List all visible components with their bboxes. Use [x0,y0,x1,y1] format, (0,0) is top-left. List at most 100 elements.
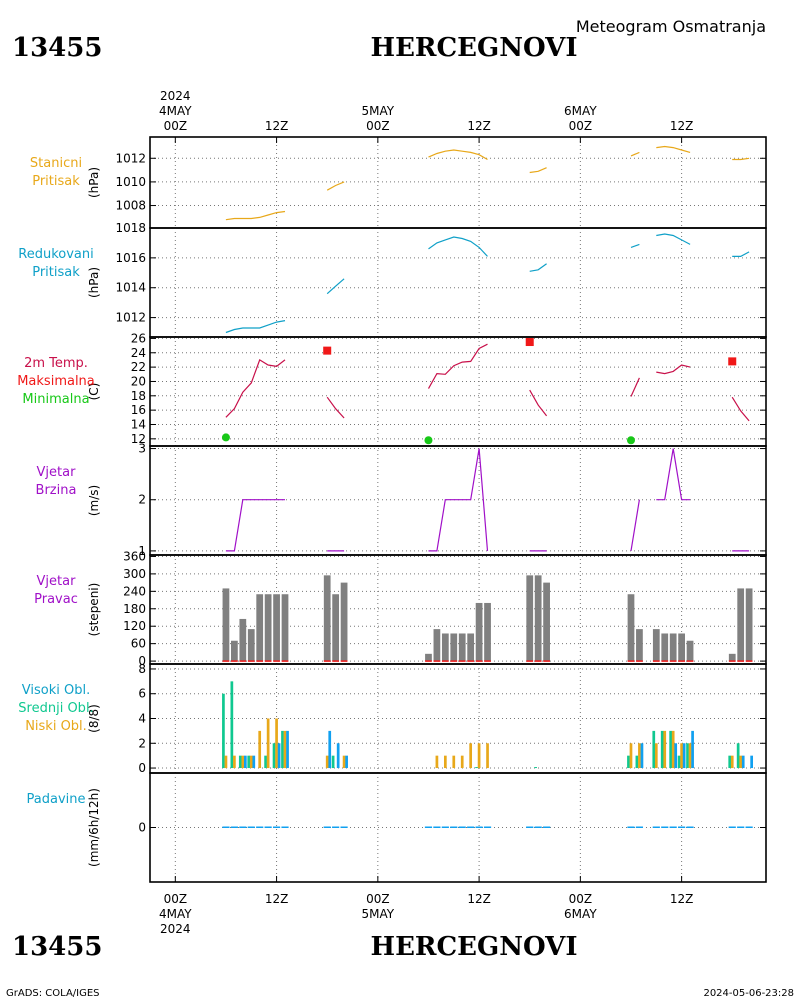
wind-direction-bar [652,629,660,662]
precip-bar [239,826,247,828]
bottom-time-label: 6MAY [564,907,597,921]
y-tick-label: 12 [131,432,146,446]
cloud-bar [486,743,489,769]
cloud-bar [241,755,245,769]
y-tick-label: 18 [131,389,146,403]
y-axis-label: (hPa) [87,267,101,298]
cloud-bar [671,730,675,769]
wind-direction-bar [475,602,483,662]
panel-label: Visoki Obl. [22,683,90,698]
precip-bar [737,826,745,828]
series-line [529,167,547,174]
precip-bar [745,826,753,828]
cloud-bar [277,743,281,769]
y-tick-label: 0 [138,821,146,835]
precip-bar [272,826,281,828]
y-tick-label: 0 [138,761,146,775]
cloud-bar [660,730,664,769]
y-axis-label: (hPa) [87,167,101,198]
bottom-time-label: 00Z [164,892,188,906]
y-tick-label: 360 [123,549,146,563]
cloud-bar [677,755,681,769]
bottom-time-label: 12Z [467,892,491,906]
bottom-time-label: 12Z [265,892,289,906]
station-id-top: 13455 [12,33,102,63]
y-tick-label: 1012 [115,151,146,165]
precip-bar [627,826,635,828]
wind-direction-bar [281,594,289,662]
series-line [326,396,345,419]
precip-bar [230,826,238,828]
cloud-bar [336,743,340,769]
precip-bar [281,826,289,828]
cloud-bar [222,693,225,769]
wind-direction-bar [627,594,635,662]
y-tick-label: 14 [131,417,146,431]
series-line [630,243,640,248]
series-line [656,233,691,245]
y-tick-label: 0 [138,654,146,668]
precip-bar [424,826,433,828]
min-temp-marker [626,436,635,445]
series-line [225,210,286,221]
wind-direction-bar [256,594,264,662]
wind-direction-bar [239,618,247,662]
y-tick-label: 1010 [115,175,146,189]
precip-bar [686,826,694,828]
cloud-bar [654,743,658,769]
bottom-time-label: 00Z [569,892,593,906]
wind-direction-bar [433,629,441,662]
precip-bar [332,826,340,828]
cloud-bar [281,730,284,769]
precip-bar [222,826,230,828]
cloud-bar [224,755,228,769]
series-line [630,151,640,157]
series-line [225,320,286,334]
panel-wind_speed: 1 2 3 (m/s) Vjetar Brzina [36,442,767,558]
cloud-bar [669,730,672,769]
y-tick-label: 8 [138,662,146,676]
cloud-bar [736,743,740,769]
wind-direction-bar [323,575,331,662]
panel-label: Pritisak [32,265,80,280]
series-line [529,389,548,417]
cloud-bar [686,743,689,769]
top-time-label: 2024 [160,89,191,103]
wind-direction-bar [441,633,449,662]
y-tick-label: 60 [131,637,146,651]
y-axis-label: (C) [87,383,101,401]
cloud-bar [635,755,639,769]
max-temp-marker [323,346,332,355]
data-layer [222,681,754,769]
panel-label: Stanicni [30,156,82,171]
cloud-bar [640,743,644,769]
max-temp-marker [525,338,534,347]
top-time-label: 00Z [366,119,390,133]
cloud-bar [283,730,287,769]
series-line [326,278,345,295]
wind-direction-bar [222,588,230,662]
precip-bar [450,826,458,828]
cloud-bar [663,730,667,769]
top-time-label: 00Z [569,119,593,133]
precip-bar [458,826,466,828]
bottom-time-label: 12Z [670,892,694,906]
panel-label: Brzina [36,483,77,498]
y-tick-label: 24 [131,346,146,360]
wind-direction-bar [636,629,643,662]
y-tick-label: 180 [123,602,146,616]
wind-direction-bar [669,633,677,662]
cloud-bar [249,755,253,769]
y-tick-label: 4 [138,712,146,726]
y-tick-label: 300 [123,567,146,581]
precip-bar [475,826,483,828]
cloud-bar [345,755,348,769]
wind-direction-bar [273,594,280,662]
station-name-top: HERCEGNOVI [371,33,578,63]
cloud-bar [286,730,289,769]
cloud-bar [475,767,478,769]
series-line [427,343,488,389]
wind-direction-bar [332,594,340,662]
